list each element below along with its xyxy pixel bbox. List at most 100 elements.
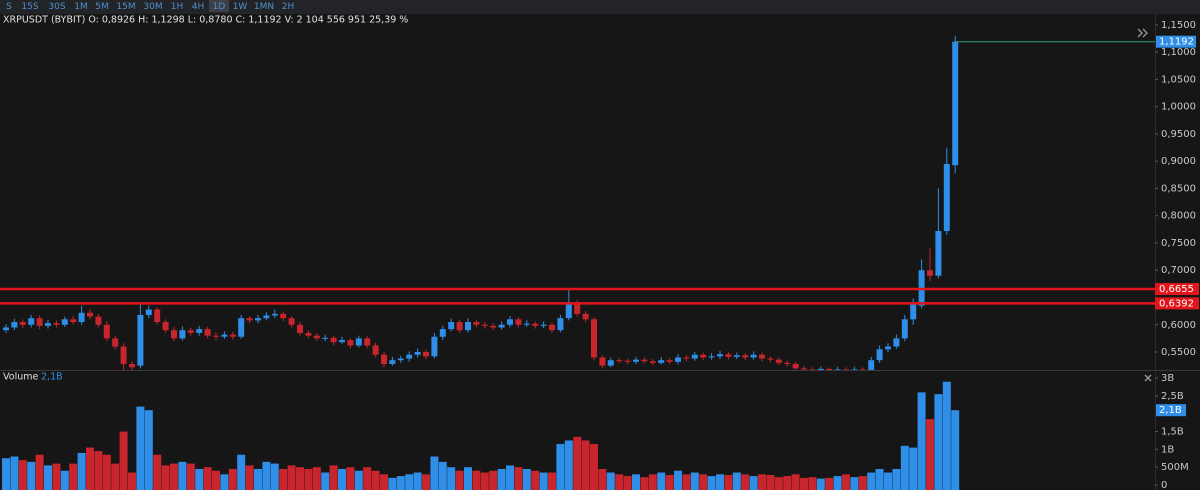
candle-body: [683, 357, 690, 359]
volume-bar: [2, 458, 10, 490]
volume-bar: [825, 477, 834, 490]
candle-body: [885, 346, 891, 350]
timeframe-button[interactable]: S: [6, 2, 12, 12]
candle-body: [549, 324, 555, 331]
timeframe-button[interactable]: 1M: [74, 2, 88, 12]
volume-bar: [707, 476, 716, 490]
candle-body: [397, 358, 404, 361]
candle-body: [187, 330, 194, 333]
candle-body: [532, 323, 539, 326]
volume-bar: [111, 463, 120, 490]
candle-body: [540, 324, 547, 326]
volume-bar: [228, 468, 237, 490]
volume-bar: [657, 472, 666, 490]
candle-body: [196, 329, 203, 333]
candle-body: [389, 360, 396, 365]
volume-bar: [690, 472, 699, 490]
candle-body: [347, 340, 354, 346]
candle-body: [599, 357, 606, 366]
volume-bar: [447, 467, 456, 490]
timeframe-button[interactable]: 15M: [116, 2, 135, 12]
timeframe-button[interactable]: 1MN: [254, 2, 274, 12]
candle-body: [36, 318, 43, 326]
y-tick-label: 0,8500: [1161, 183, 1196, 194]
scroll-right-icon[interactable]: [1137, 28, 1148, 38]
volume-bar: [556, 444, 565, 490]
volume-plot: [2, 381, 960, 490]
volume-bar: [212, 470, 220, 490]
volume-bar: [850, 477, 859, 490]
candle-body: [523, 323, 530, 325]
candle-body: [910, 302, 917, 320]
candle-body: [725, 354, 732, 357]
candle-body: [439, 329, 446, 337]
candle-body: [305, 332, 312, 336]
volume-bar: [18, 460, 27, 490]
candle-body: [120, 346, 127, 365]
volume-bar: [338, 468, 346, 490]
timeframe-button[interactable]: 2H: [282, 2, 295, 12]
candle-body: [263, 315, 270, 319]
timeframe-button[interactable]: 1H: [171, 2, 184, 12]
candle-body: [515, 319, 522, 325]
volume-bar: [195, 468, 204, 490]
candle-body: [481, 324, 488, 326]
volume-bar: [60, 470, 69, 490]
close-pane-icon[interactable]: [1144, 374, 1152, 382]
volume-bar: [900, 445, 909, 490]
candle-body: [112, 338, 119, 347]
y-tick-label: 0,5500: [1161, 347, 1196, 358]
volume-bar: [438, 461, 447, 490]
volume-bar: [909, 447, 918, 490]
volume-bar: [674, 470, 682, 490]
volume-bar: [774, 477, 783, 490]
candle-body: [330, 337, 337, 343]
candle-body: [78, 312, 85, 323]
price-level-tag: [1155, 283, 1199, 296]
candle-body: [372, 345, 379, 355]
candle-body: [767, 358, 774, 360]
volume-bar: [153, 454, 162, 490]
volume-bar: [497, 468, 506, 490]
volume-bar: [144, 410, 153, 490]
volume-bar: [321, 472, 330, 490]
y-tick-label: 1,1000: [1161, 47, 1196, 58]
candle-body: [868, 360, 875, 370]
timeframe-button[interactable]: 5M: [95, 2, 109, 12]
y-tick-label: 1,0500: [1161, 74, 1196, 85]
timeframe-button[interactable]: 15S: [21, 2, 38, 12]
volume-bar: [119, 431, 128, 490]
candle-body: [297, 324, 303, 333]
volume-bar: [262, 461, 271, 490]
volume-bar: [749, 476, 758, 490]
candle-body: [507, 319, 513, 325]
timeframe-button[interactable]: 1W: [233, 2, 248, 12]
timeframe-button[interactable]: 1D: [213, 2, 226, 12]
timeframe-button[interactable]: 30M: [143, 2, 162, 12]
volume-bar: [623, 476, 632, 490]
volume-bar: [464, 467, 472, 490]
volume-bar: [926, 419, 934, 490]
candle-body: [456, 322, 463, 331]
timeframe-button[interactable]: 4H: [192, 2, 205, 12]
volume-bar: [867, 472, 876, 490]
volume-bar: [380, 474, 388, 490]
candle-body: [624, 360, 631, 362]
volume-bar: [422, 474, 430, 490]
candle-body: [876, 349, 883, 361]
candle-body: [582, 313, 589, 320]
price-plot: [3, 35, 959, 370]
volume-bar: [615, 474, 624, 490]
volume-bar: [539, 472, 548, 490]
candle-body: [162, 322, 169, 331]
candle-body: [364, 338, 371, 346]
candle-body: [229, 334, 236, 337]
candle-body: [288, 318, 295, 325]
candle-body: [179, 330, 186, 339]
timeframe-button[interactable]: 30S: [48, 2, 65, 12]
candle-body: [154, 309, 161, 323]
candle-body: [355, 338, 362, 346]
volume-bar: [581, 440, 590, 490]
volume-bar: [489, 470, 498, 490]
candle-body: [213, 335, 219, 337]
